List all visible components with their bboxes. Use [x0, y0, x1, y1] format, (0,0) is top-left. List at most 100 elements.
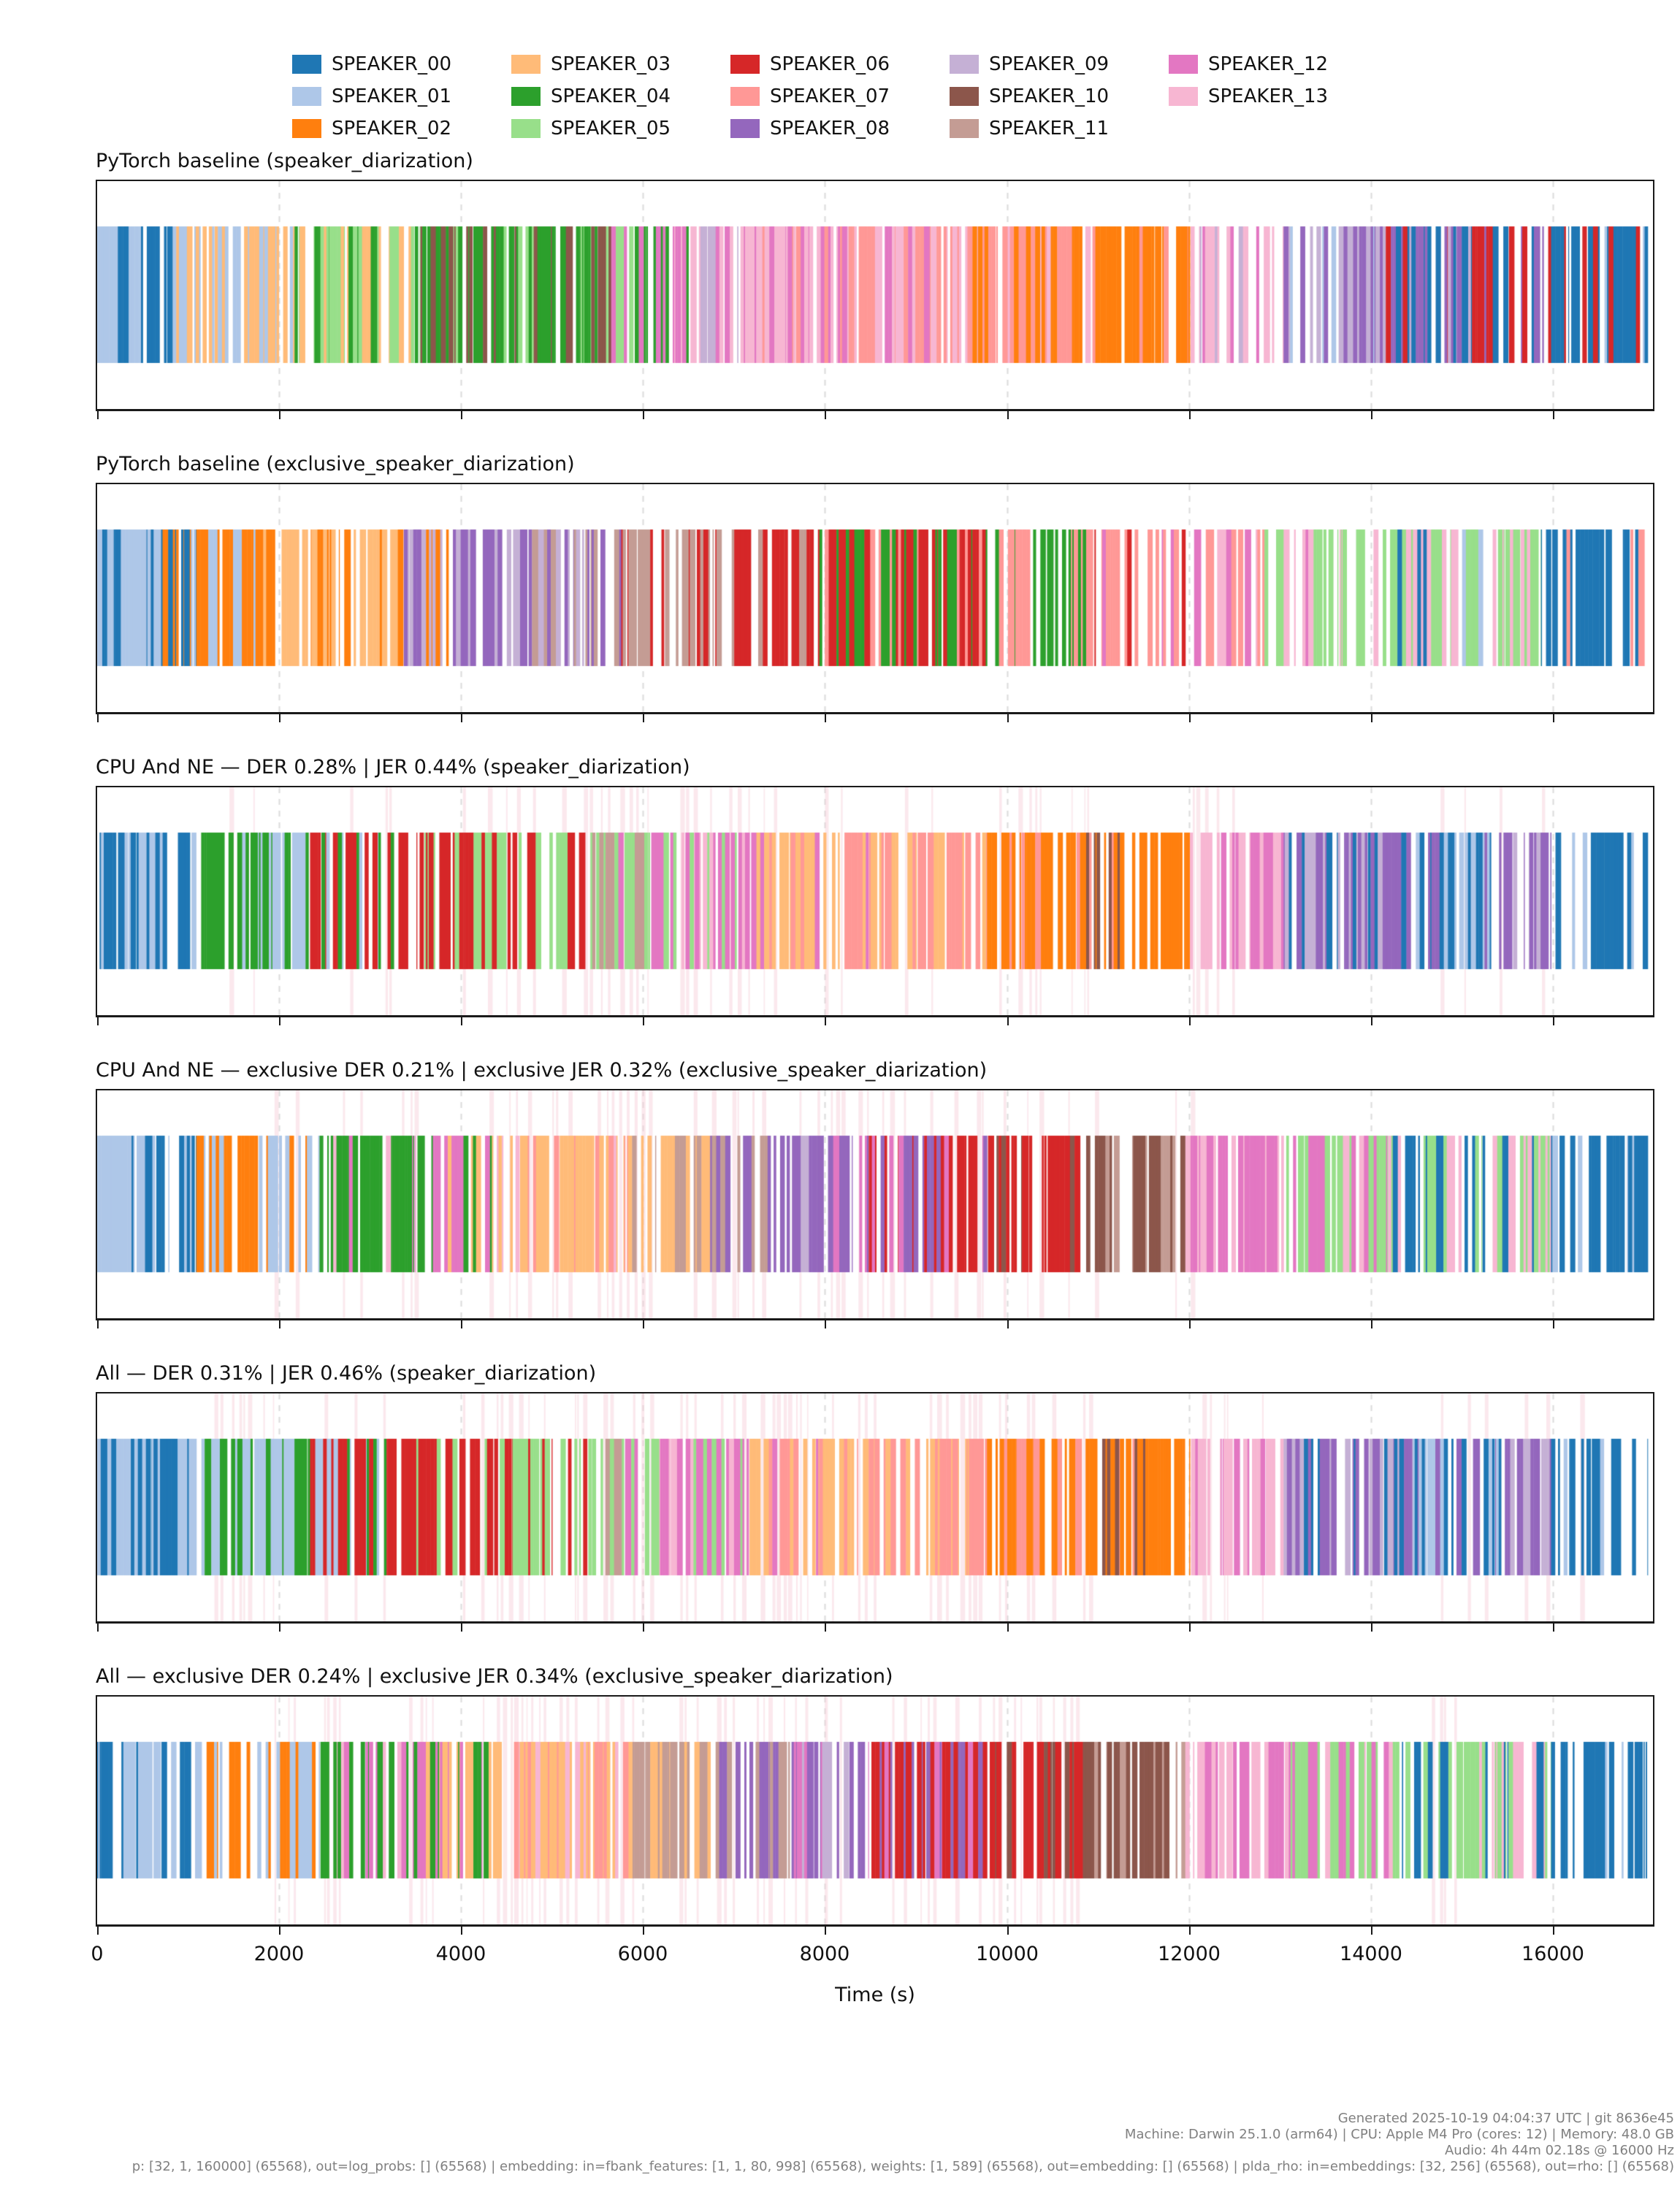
timeline-frame [96, 1392, 1654, 1632]
x-axis-tick [1371, 1017, 1372, 1025]
footer-generated-line: Generated 2025-10-19 04:04:37 UTC | git … [1337, 2111, 1674, 2126]
diarization-timeline-canvas [97, 787, 1653, 1015]
panel-title: All — exclusive DER 0.24% | exclusive JE… [96, 1665, 893, 1688]
footer-tensors-line: p: [32, 1, 160000] (65568), out=log_prob… [131, 2159, 1674, 2174]
x-axis-tick-label: 16000 [1521, 1943, 1584, 1965]
x-axis-tick [1007, 1624, 1009, 1632]
legend-item-speaker_11: SPEAKER_11 [950, 112, 1169, 145]
x-axis-tick [461, 714, 462, 722]
x-axis-tick [1553, 1017, 1554, 1025]
x-axis-tick [1553, 1927, 1554, 1935]
x-axis-tick [1007, 714, 1009, 722]
x-axis-tick [279, 1320, 280, 1328]
panel-cpu-and-ne: CPU And NE — DER 0.28% | JER 0.44% (spea… [96, 755, 1654, 1025]
legend-label: SPEAKER_08 [770, 118, 890, 139]
x-axis-tick [643, 1624, 644, 1632]
legend-item-speaker_10: SPEAKER_10 [950, 80, 1169, 112]
x-axis-tick [97, 1927, 99, 1935]
x-axis-tick [825, 1320, 826, 1328]
x-axis-tick [643, 714, 644, 722]
legend-color-swatch [730, 87, 760, 106]
legend-color-swatch [950, 55, 979, 74]
legend-label: SPEAKER_07 [770, 85, 890, 107]
x-axis-tick [279, 411, 280, 419]
x-axis-tick [1189, 1320, 1191, 1328]
x-axis-tick [825, 1017, 826, 1025]
x-axis-tick [643, 1017, 644, 1025]
x-axis-tick-label: 8000 [799, 1943, 850, 1965]
legend-color-swatch [511, 119, 541, 138]
legend-label: SPEAKER_06 [770, 53, 890, 75]
legend-item-speaker_03: SPEAKER_03 [511, 48, 730, 80]
x-axis-tick [1371, 1927, 1372, 1935]
generation-footer: Generated 2025-10-19 04:04:37 UTC | git … [132, 2111, 1674, 2175]
legend-color-swatch [950, 87, 979, 106]
legend-label: SPEAKER_09 [989, 53, 1110, 75]
x-axis-tick [1371, 1320, 1372, 1328]
x-axis-tick [643, 411, 644, 419]
panel-title: CPU And NE — DER 0.28% | JER 0.44% (spea… [96, 756, 690, 779]
x-axis-tick [461, 1017, 462, 1025]
legend-color-swatch [1169, 55, 1198, 74]
x-axis-tick [97, 1624, 99, 1632]
panel-all-exclusive: All — exclusive DER 0.24% | exclusive JE… [91, 1664, 1654, 2006]
panel-title: All — DER 0.31% | JER 0.46% (speaker_dia… [96, 1362, 597, 1385]
legend-item-speaker_04: SPEAKER_04 [511, 80, 730, 112]
diarization-timeline-canvas [97, 1090, 1653, 1318]
x-axis-tick-label: 6000 [617, 1943, 668, 1965]
legend-label: SPEAKER_12 [1208, 53, 1329, 75]
x-axis-tick [1007, 1927, 1009, 1935]
x-axis-tick [825, 1624, 826, 1632]
x-axis-tick [1553, 1320, 1554, 1328]
panel-all: All — DER 0.31% | JER 0.46% (speaker_dia… [96, 1361, 1654, 1632]
x-axis-tick [1553, 714, 1554, 722]
timeline-frame [96, 180, 1654, 419]
panel-title: PyTorch baseline (speaker_diarization) [96, 150, 473, 172]
legend-label: SPEAKER_10 [989, 85, 1110, 107]
legend-item-speaker_02: SPEAKER_02 [292, 112, 511, 145]
legend-label: SPEAKER_01 [332, 85, 452, 107]
speaker-legend: SPEAKER_00 SPEAKER_01 SPEAKER_02 SPEAKER_03… [292, 48, 1680, 145]
x-axis-tick [825, 1927, 826, 1935]
legend-color-swatch [950, 119, 979, 138]
legend-color-swatch [1169, 87, 1198, 106]
timeline-frame [96, 1089, 1654, 1328]
x-axis-tick [461, 1320, 462, 1328]
x-axis-tick-label: 4000 [435, 1943, 486, 1965]
diarization-timeline-canvas [97, 1393, 1653, 1621]
legend-item-speaker_00: SPEAKER_00 [292, 48, 511, 80]
x-axis-tick [279, 1624, 280, 1632]
diarization-timeline-canvas [97, 181, 1653, 409]
timeline-frame: 0 2000 4000 6000 8000 10000 12000 14000 16000 Tim… [91, 1695, 1654, 2006]
x-axis-tick [1189, 714, 1191, 722]
x-axis-tick [1189, 1927, 1191, 1935]
panel-pytorch-baseline-exclusive: PyTorch baseline (exclusive_speaker_diar… [96, 452, 1654, 722]
x-axis-tick [643, 1320, 644, 1328]
x-axis-tick [1553, 1624, 1554, 1632]
x-axis-tick [825, 411, 826, 419]
timeline-frame [96, 483, 1654, 722]
diarization-timeline-canvas [97, 484, 1653, 712]
x-axis-tick [1007, 1320, 1009, 1328]
panel-pytorch-baseline: PyTorch baseline (speaker_diarization) [96, 149, 1654, 419]
legend-label: SPEAKER_11 [989, 118, 1110, 139]
x-axis-tick [97, 1320, 99, 1328]
legend-item-speaker_07: SPEAKER_07 [730, 80, 950, 112]
timeline-frame [96, 786, 1654, 1025]
x-axis-tick [279, 1017, 280, 1025]
legend-color-swatch [511, 55, 541, 74]
x-axis-tick [461, 1927, 462, 1935]
legend-color-swatch [292, 119, 321, 138]
panel-title: CPU And NE — exclusive DER 0.21% | exclu… [96, 1059, 988, 1082]
x-axis-tick [1189, 411, 1191, 419]
x-axis-tick [1371, 1624, 1372, 1632]
x-axis-tick [97, 1017, 99, 1025]
x-axis-tick-label: 14000 [1340, 1943, 1402, 1965]
x-axis-tick [1189, 1624, 1191, 1632]
footer-machine-line: Machine: Darwin 25.1.0 (arm64) | CPU: Ap… [1124, 2127, 1674, 2142]
diarization-timeline-canvas [97, 1697, 1653, 1924]
panel-title: PyTorch baseline (exclusive_speaker_diar… [96, 453, 575, 475]
x-axis-tick [1371, 411, 1372, 419]
legend-label: SPEAKER_02 [332, 118, 452, 139]
x-axis-tick-label: 10000 [976, 1943, 1039, 1965]
